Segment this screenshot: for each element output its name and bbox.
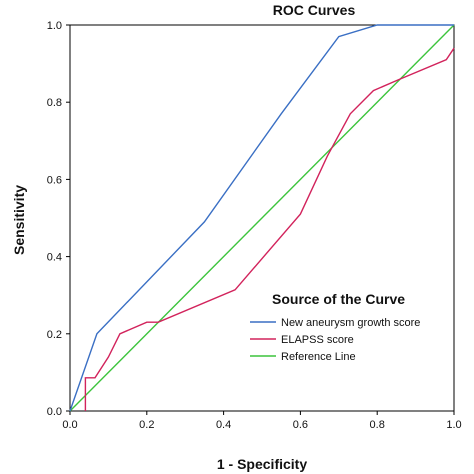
- plot-frame: [69, 24, 455, 412]
- x-tick-label: 0.6: [293, 419, 308, 431]
- legend-item-label: ELAPSS score: [281, 334, 354, 346]
- y-tick-label: 1.0: [47, 20, 62, 32]
- y-tick-label: 0.8: [47, 97, 62, 109]
- series-line-elapss-score: [84, 47, 455, 411]
- chart-title: ROC Curves: [273, 2, 356, 18]
- x-tick-label: 0.0: [62, 419, 77, 431]
- y-tick-label: 0.4: [47, 252, 62, 264]
- y-tick-label: 0.0: [47, 406, 62, 418]
- x-tick-label: 0.8: [370, 419, 385, 431]
- y-tick-label: 0.2: [47, 329, 62, 341]
- legend: Source of the Curve New aneurysm growth …: [250, 291, 420, 363]
- series-line-reference-line: [69, 24, 455, 412]
- x-axis-title: 1 - Specificity: [217, 456, 307, 472]
- x-tick-label: 1.0: [446, 419, 461, 431]
- legend-item-label: New aneurysm growth score: [281, 317, 420, 329]
- x-tick-label: 0.2: [139, 419, 154, 431]
- y-tick-label: 0.6: [47, 174, 62, 186]
- legend-item-label: Reference Line: [281, 351, 356, 363]
- y-axis-title: Sensitivity: [11, 185, 27, 255]
- series-line-new-aneurysm-growth-score: [69, 24, 454, 412]
- legend-title: Source of the Curve: [272, 291, 405, 307]
- x-tick-label: 0.4: [216, 419, 231, 431]
